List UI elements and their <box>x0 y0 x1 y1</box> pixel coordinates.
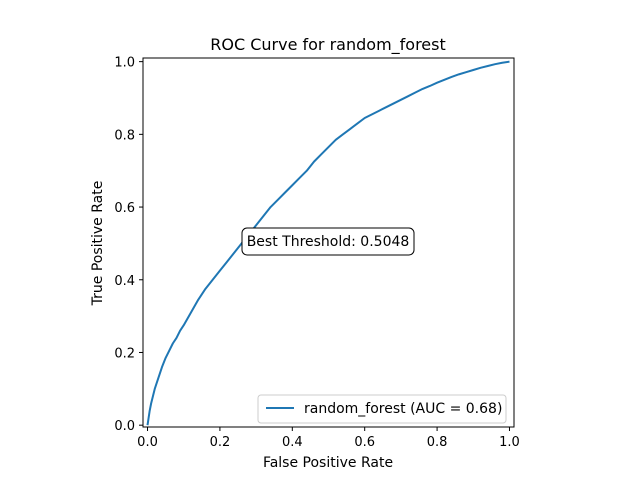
y-tick-label: 1.0 <box>114 56 135 71</box>
chart-axes: 0.0 0.2 0.4 0.6 0.8 1.0 0.0 0.2 0.4 0.6 0.8 1.0 <box>114 56 520 450</box>
legend-box <box>257 394 507 424</box>
y-axis-label: True Positive Rate <box>90 181 106 307</box>
y-tick-label: 0.8 <box>114 128 135 143</box>
best-threshold-annotation: Best Threshold: 0.5048 <box>241 227 415 256</box>
x-axis-label: False Positive Rate <box>263 455 393 471</box>
roc-curve-line <box>146 60 510 426</box>
y-tick-label: 0.6 <box>114 201 135 216</box>
x-tick-label: 0.4 <box>282 435 303 450</box>
y-tick-label: 0.2 <box>114 346 135 361</box>
chart-title: ROC Curve for random_forest <box>210 35 446 55</box>
y-tick-label: 0.4 <box>114 274 135 289</box>
x-tick-label: 1.0 <box>499 435 520 450</box>
chart-legend: random_forest (AUC = 0.68) <box>257 394 507 424</box>
series-layer <box>146 60 510 426</box>
y-tick-label: 0.0 <box>114 419 135 434</box>
x-tick-label: 0.8 <box>427 435 448 450</box>
plot-frame <box>142 57 515 428</box>
x-ticks: 0.0 0.2 0.4 0.6 0.8 1.0 <box>137 427 520 450</box>
x-tick-label: 0.0 <box>137 435 158 450</box>
x-tick-label: 0.2 <box>210 435 231 450</box>
legend-label: random_forest (AUC = 0.68) <box>304 401 502 417</box>
y-ticks: 0.0 0.2 0.4 0.6 0.8 1.0 <box>114 56 143 434</box>
annotation-text: Best Threshold: 0.5048 <box>247 234 410 250</box>
annotation-box <box>241 227 415 256</box>
x-tick-label: 0.6 <box>354 435 375 450</box>
